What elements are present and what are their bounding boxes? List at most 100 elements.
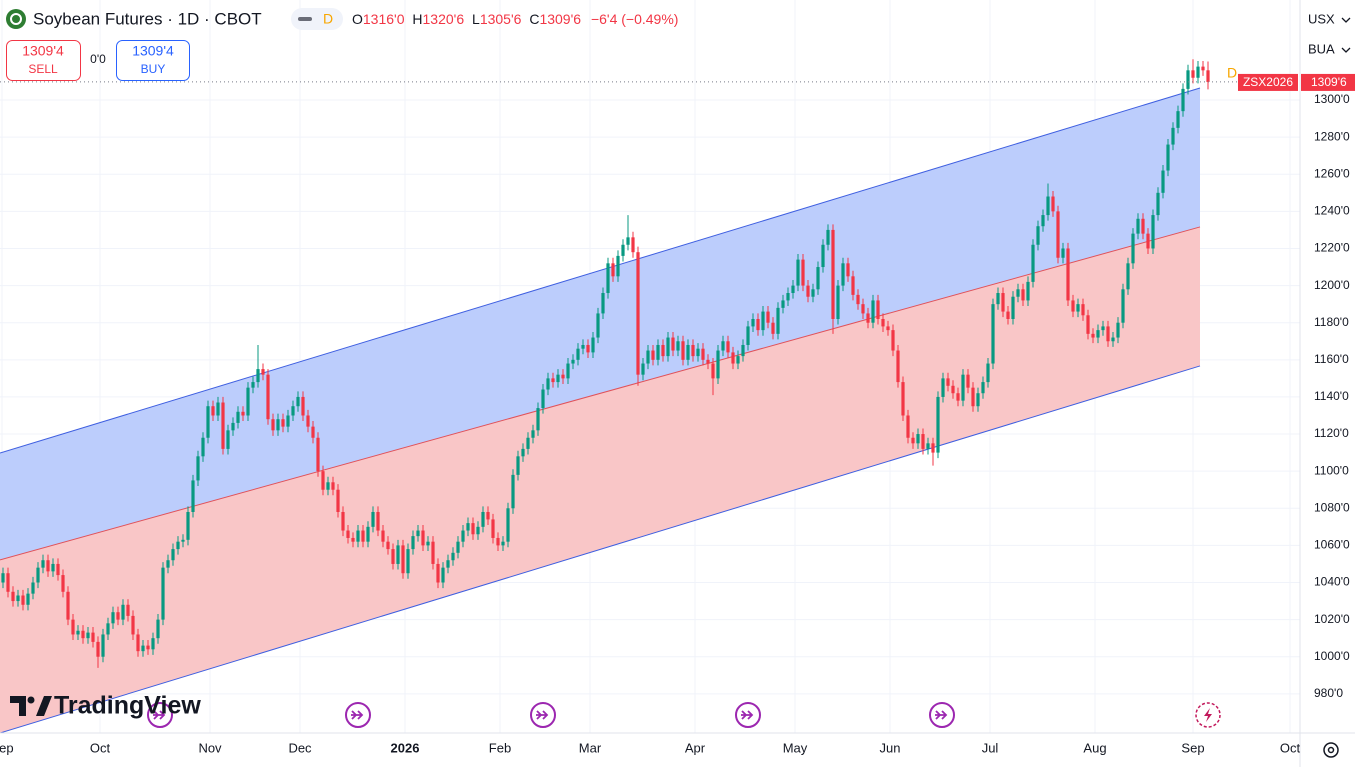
candle-body xyxy=(676,341,680,351)
axis-toolbar: USX BUA xyxy=(1301,4,1355,64)
channel-lower-fill xyxy=(0,226,1200,733)
candle-body xyxy=(776,307,780,334)
candle-body xyxy=(296,396,300,407)
event-icon[interactable] xyxy=(530,702,556,728)
candle-body xyxy=(426,541,430,546)
candle-body xyxy=(411,536,415,550)
channel-upper-fill xyxy=(0,87,1200,560)
candle-body xyxy=(246,387,250,416)
candle-body xyxy=(96,641,100,657)
candle-body xyxy=(991,304,995,364)
candle-body xyxy=(571,359,575,364)
ohlc-value: 1320'6 xyxy=(423,11,465,27)
candle-body xyxy=(1171,127,1175,145)
candle-body xyxy=(431,541,435,564)
y-tick-label: 1300'0 xyxy=(1314,92,1350,106)
candle-body xyxy=(1196,66,1200,78)
candle-body xyxy=(1146,233,1150,249)
candle-body xyxy=(331,482,335,490)
event-icon[interactable] xyxy=(929,702,955,728)
buy-button[interactable] xyxy=(116,40,190,81)
candle-body xyxy=(376,511,380,531)
logo-text: TradingView xyxy=(54,692,201,720)
candle-body xyxy=(136,634,140,652)
candle-body xyxy=(771,322,775,334)
ohlc-value: 1316'0 xyxy=(363,11,405,27)
candle-body xyxy=(766,311,770,323)
event-icon[interactable] xyxy=(735,702,761,728)
candle-body xyxy=(631,237,635,253)
candle-body xyxy=(146,645,150,650)
event-icon[interactable] xyxy=(147,702,173,728)
candle-body xyxy=(561,374,565,379)
candle-body xyxy=(836,285,840,319)
candle-body xyxy=(361,530,365,542)
candle-body xyxy=(161,567,165,620)
chip-dash xyxy=(298,17,312,21)
candle-body xyxy=(371,511,375,527)
title[interactable]: Soybean Futures · 1D · CBOT xyxy=(33,9,262,28)
candle-body xyxy=(1151,215,1155,249)
news-icon[interactable] xyxy=(1195,702,1221,728)
symbol-icon[interactable] xyxy=(6,9,26,29)
candle-body xyxy=(481,511,485,527)
candle-body xyxy=(1,573,5,583)
candle-body xyxy=(691,344,695,357)
badge-chip[interactable] xyxy=(291,8,343,30)
y-tick-label: 1220'0 xyxy=(1314,241,1350,255)
candle-body xyxy=(866,313,870,323)
candle-body xyxy=(946,378,950,386)
candle-body xyxy=(636,252,640,375)
candle-body xyxy=(966,374,970,388)
candle-body xyxy=(1111,337,1115,342)
candle-body xyxy=(121,604,125,620)
y-tick-label: 1200'0 xyxy=(1314,278,1350,292)
candle-body xyxy=(531,430,535,438)
currency: USX xyxy=(1308,11,1335,26)
y-tick-label: 1060'0 xyxy=(1314,538,1350,552)
candle-body xyxy=(781,300,785,308)
buy-price: 1309'4 xyxy=(132,43,174,59)
candle-body xyxy=(586,344,590,353)
candle-body xyxy=(1036,226,1040,245)
trade-panel: 1309'4 SELL 0'0 1309'4 BUY xyxy=(6,40,190,81)
x-tick-label: Oct xyxy=(90,740,111,755)
currency-button[interactable] xyxy=(1301,4,1355,34)
logo-mark xyxy=(36,696,52,716)
candle-body xyxy=(921,434,925,449)
candle-body xyxy=(291,406,295,416)
sell-button[interactable] xyxy=(6,40,81,81)
symbol-icon-inner xyxy=(10,13,22,25)
candle-body xyxy=(341,511,345,531)
candle-body xyxy=(86,632,90,639)
logo-mark xyxy=(10,696,26,716)
candle-body xyxy=(931,443,935,453)
unit-button[interactable] xyxy=(1301,36,1355,64)
candle-body xyxy=(1046,196,1050,216)
candle-body xyxy=(1136,218,1140,234)
candle-body xyxy=(131,615,135,635)
candle-body xyxy=(46,560,50,572)
settings-button[interactable] xyxy=(1323,742,1339,758)
candle-body xyxy=(751,318,755,327)
candle-body xyxy=(861,304,865,314)
candle-body xyxy=(601,293,605,314)
event-icon[interactable] xyxy=(345,702,371,728)
candle-body xyxy=(1006,311,1010,319)
candle-body xyxy=(26,593,30,605)
ohlc: O1316'0 H1320'6 L1305'6 C1309'6 −6'4 (−0… xyxy=(352,11,678,27)
price-label: 1309'6 xyxy=(1311,75,1347,89)
y-tick-label: 980'0 xyxy=(1314,686,1343,700)
candle-body xyxy=(1031,244,1035,282)
x-tick-label: Dec xyxy=(288,740,312,755)
candle-body xyxy=(11,591,15,602)
candle-body xyxy=(741,344,745,357)
candle-body xyxy=(576,348,580,360)
y-tick-label: 1020'0 xyxy=(1314,612,1350,626)
unit: BUA xyxy=(1308,41,1335,56)
candle-body xyxy=(1066,248,1070,301)
candle-body xyxy=(926,443,930,449)
candle-body xyxy=(1161,170,1165,193)
